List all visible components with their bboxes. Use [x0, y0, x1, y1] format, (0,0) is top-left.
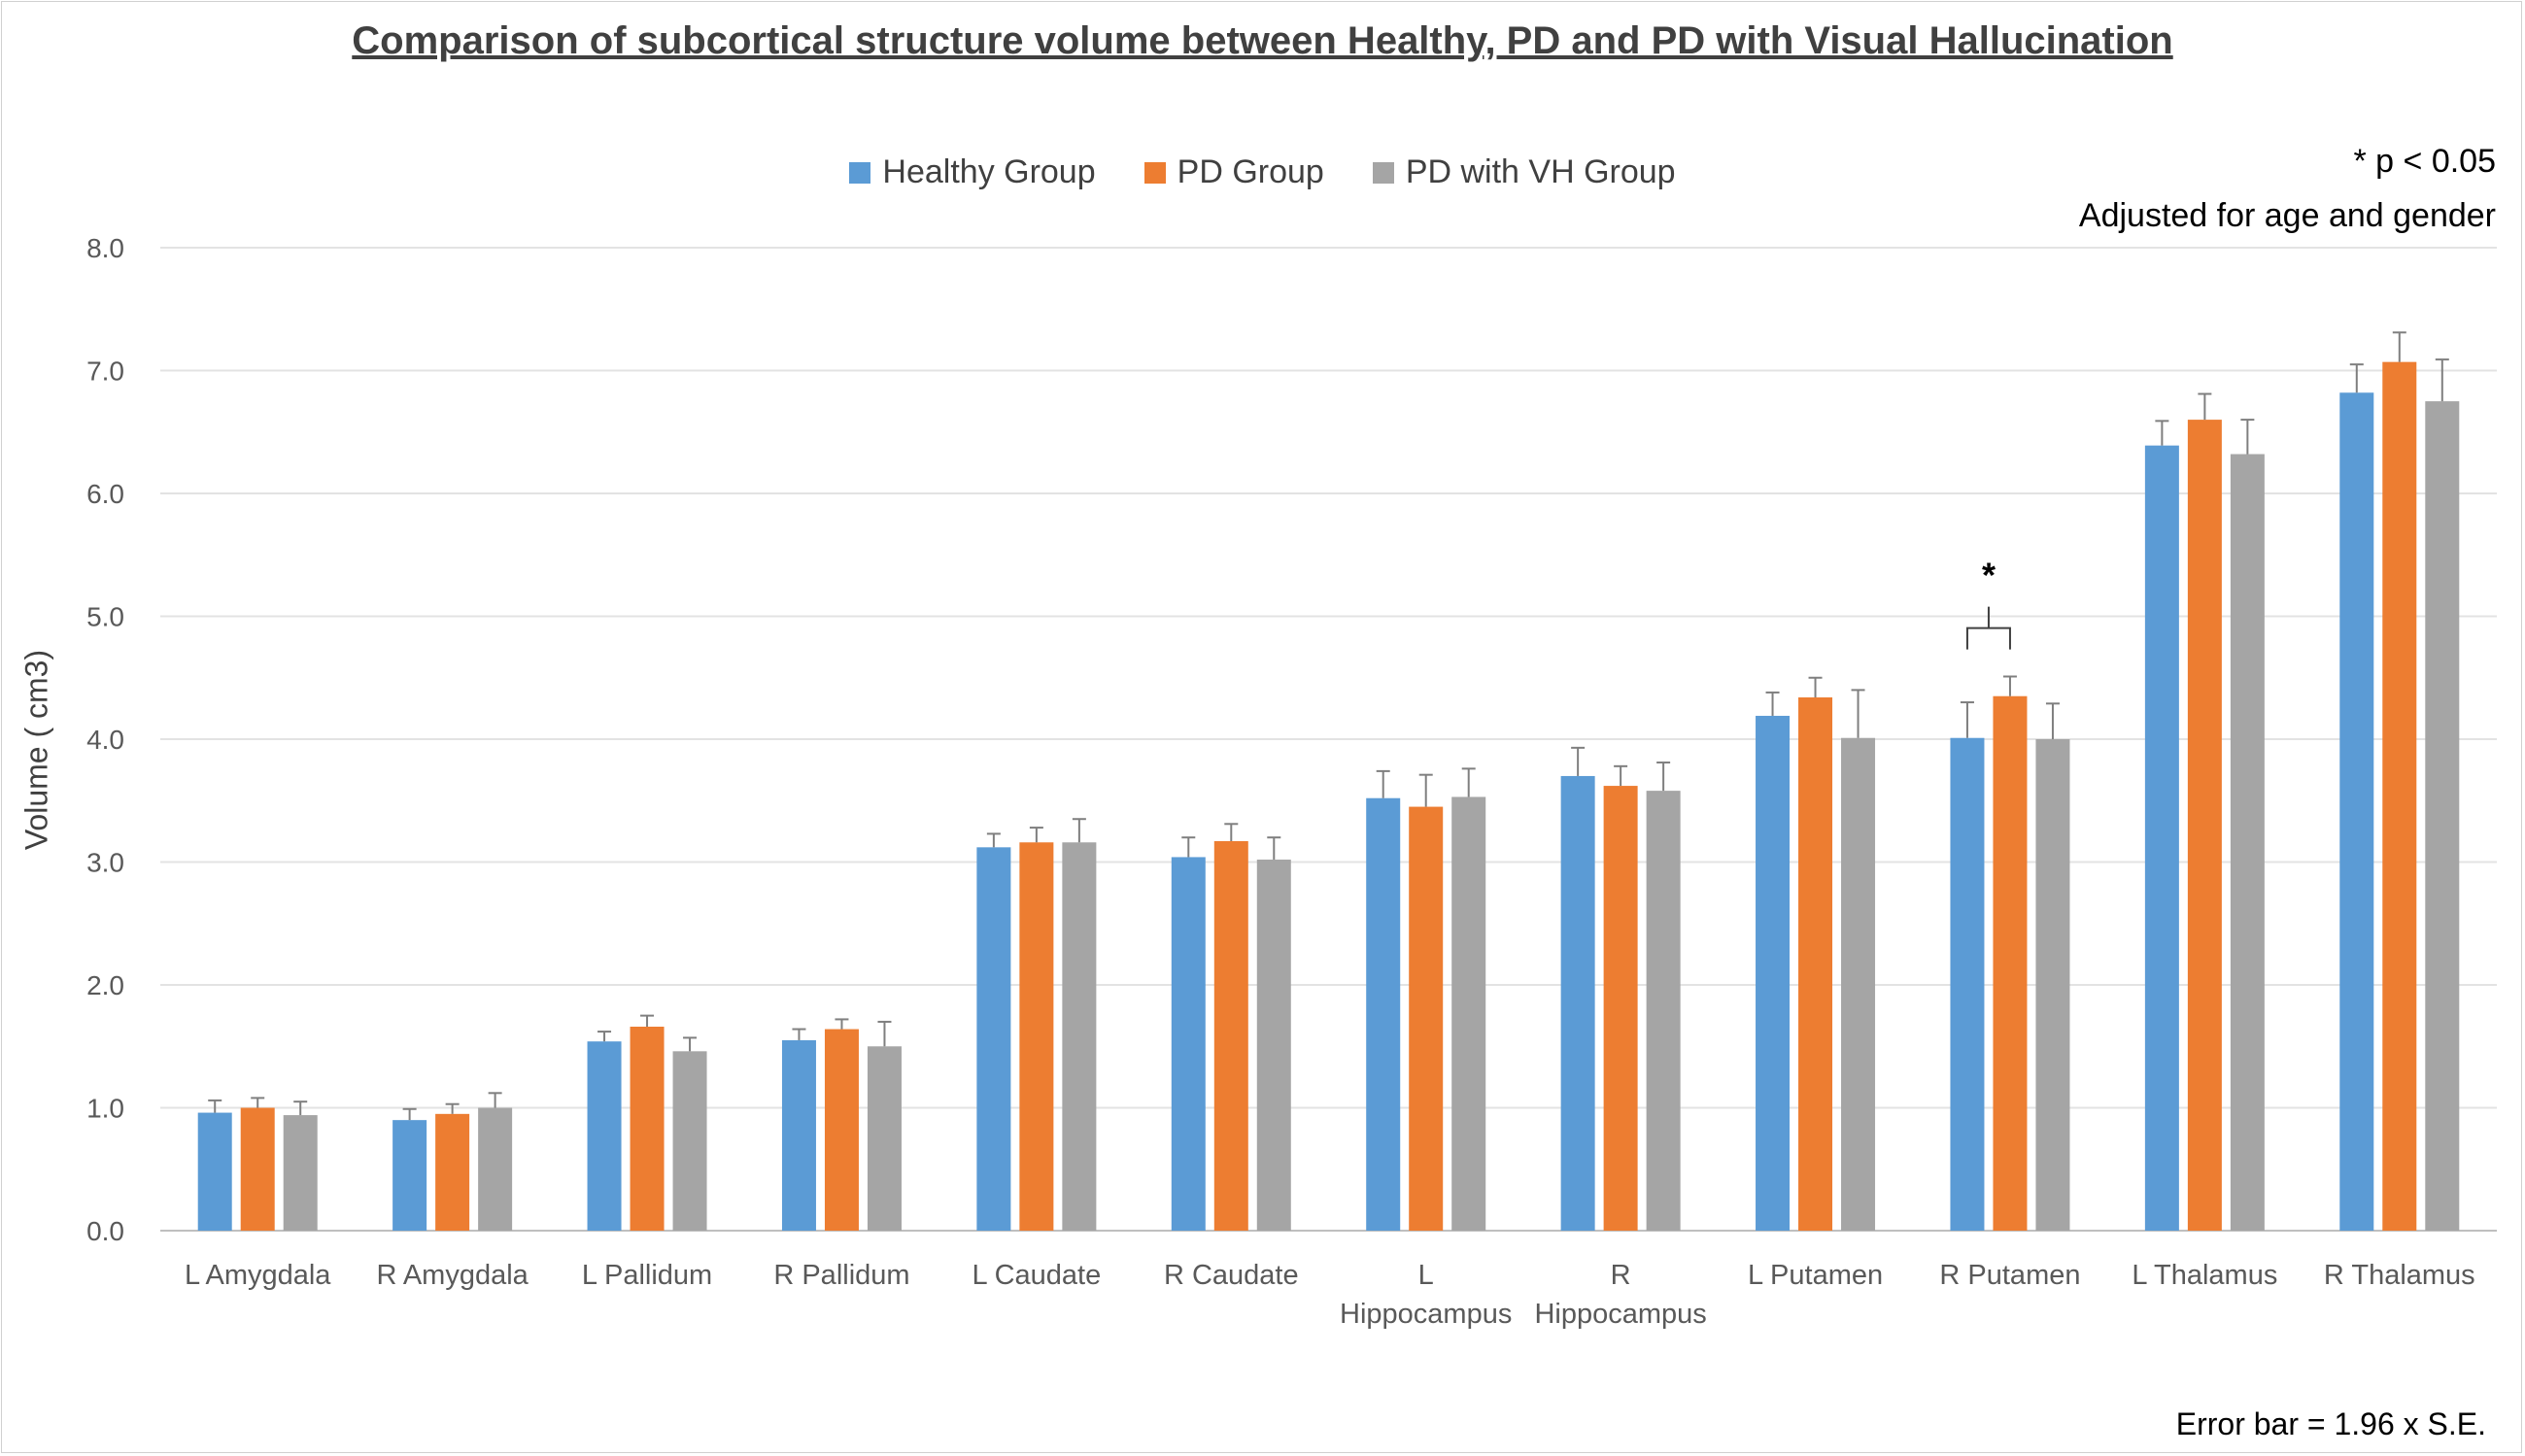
bar — [283, 1115, 318, 1231]
chart-title: Comparison of subcortical structure volu… — [352, 19, 2173, 62]
bar — [240, 1107, 275, 1231]
bar — [2425, 401, 2460, 1231]
legend-label-pd: PD Group — [1177, 153, 1324, 190]
bar — [2144, 445, 2179, 1231]
bar — [781, 1039, 816, 1231]
y-tick-label: 3.0 — [86, 848, 124, 878]
y-tick-label: 7.0 — [86, 356, 124, 387]
bar — [392, 1120, 427, 1231]
significance-note: * p < 0.05 Adjusted for age and gender — [2079, 134, 2496, 243]
legend-item-healthy: Healthy Group — [849, 153, 1096, 191]
bar — [630, 1027, 665, 1231]
x-tick-label: Hippocampus — [1340, 1299, 1512, 1330]
legend-swatch-pd — [1143, 161, 1166, 184]
y-tick-label: 2.0 — [86, 970, 124, 1000]
bar — [1256, 859, 1291, 1231]
bar — [587, 1041, 622, 1231]
x-tick-label: L Pallidum — [582, 1260, 712, 1291]
significance-bracket — [1965, 606, 2011, 650]
x-tick-label: R Caudate — [1164, 1260, 1299, 1291]
bar — [867, 1046, 902, 1231]
bar — [1756, 715, 1791, 1231]
legend-item-pd-vh: PD with VH Group — [1372, 153, 1676, 191]
y-tick-label: 8.0 — [86, 233, 124, 263]
x-tick-label: R — [1611, 1260, 1631, 1291]
bar — [1841, 737, 1876, 1231]
legend-label-pd-vh: PD with VH Group — [1405, 153, 1676, 190]
legend-swatch-pd-vh — [1372, 161, 1394, 184]
legend-item-pd: PD Group — [1143, 153, 1324, 191]
x-tick-label: Hippocampus — [1534, 1299, 1706, 1330]
bar — [2382, 361, 2417, 1231]
y-tick-label: 0.0 — [86, 1216, 124, 1246]
bar — [1019, 842, 1054, 1231]
x-tick-label: L Caudate — [972, 1260, 1101, 1291]
bar — [2230, 454, 2265, 1231]
x-tick-label: R Putamen — [1939, 1260, 2080, 1291]
bar — [1560, 775, 1595, 1231]
bar — [2187, 420, 2222, 1232]
bar — [1798, 696, 1833, 1231]
bar — [2035, 739, 2070, 1231]
bar — [1603, 786, 1638, 1231]
bar — [1993, 695, 2028, 1231]
x-tick-label: L Amygdala — [185, 1260, 331, 1291]
p-value-note: * p < 0.05 — [2353, 143, 2496, 180]
legend-swatch-healthy — [849, 161, 871, 184]
bar — [1171, 857, 1206, 1231]
y-tick-label: 1.0 — [86, 1094, 124, 1124]
bar — [197, 1112, 232, 1231]
bar — [1451, 796, 1486, 1231]
legend: Healthy Group PD Group PD with VH Group — [0, 153, 2525, 191]
bar — [1366, 797, 1401, 1231]
x-tick-label: R Amygdala — [376, 1260, 529, 1291]
bar — [1213, 840, 1248, 1231]
x-tick-label: L — [1418, 1260, 1434, 1291]
x-tick-label: R Pallidum — [773, 1260, 909, 1291]
x-tick-label: L Putamen — [1748, 1260, 1883, 1291]
y-tick-label: 6.0 — [86, 479, 124, 509]
x-tick-label: L Thalamus — [2132, 1260, 2277, 1291]
bar — [976, 847, 1011, 1231]
bar — [435, 1113, 470, 1231]
x-tick-label: R Thalamus — [2324, 1260, 2475, 1291]
y-tick-label: 4.0 — [86, 725, 124, 755]
legend-label-healthy: Healthy Group — [882, 153, 1096, 190]
bar — [1950, 737, 1985, 1231]
bar — [672, 1051, 707, 1231]
significance-star: * — [1982, 556, 1996, 595]
error-bar-note: Error bar = 1.96 x S.E. — [2175, 1406, 2486, 1441]
bar — [1646, 791, 1681, 1231]
y-tick-label: 5.0 — [86, 602, 124, 632]
bar — [1409, 806, 1444, 1231]
bar — [1062, 842, 1097, 1231]
adjustment-note: Adjusted for age and gender — [2078, 197, 2496, 234]
bar — [2339, 392, 2374, 1231]
bar — [824, 1029, 859, 1231]
bar — [478, 1107, 513, 1231]
